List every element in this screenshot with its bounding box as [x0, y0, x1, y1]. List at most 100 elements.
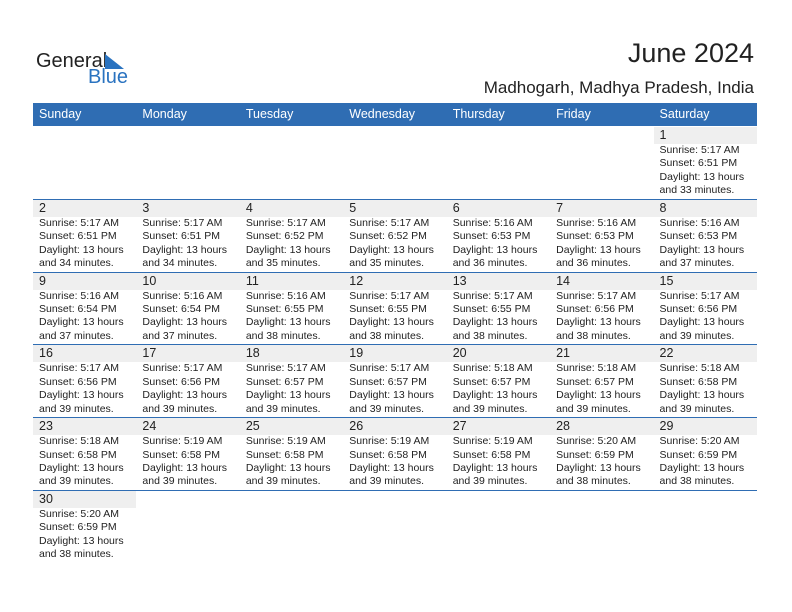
daylight2-text: and 35 minutes. [245, 257, 321, 270]
daylight2-text: and 38 minutes. [39, 548, 114, 561]
daylight1-text: Daylight: 13 hours [142, 243, 228, 256]
calendar-grid: 1 Sunrise: 5:17 AM Sunset: 6:51 PM Daylight… [33, 127, 757, 564]
logo-text-general: General [36, 50, 108, 72]
sunrise-text: Sunrise: 5:16 AM [556, 216, 637, 229]
date-strip [653, 199, 757, 217]
day-number: 20 [452, 346, 467, 361]
day-number: 15 [659, 273, 674, 288]
sunset-text: Sunset: 6:53 PM [659, 230, 738, 243]
sun-info: Sunrise: 5:19 AM Sunset: 6:58 PM Daylight:… [246, 435, 331, 489]
sunrise-text: Sunrise: 5:20 AM [556, 435, 637, 448]
sun-info: Sunrise: 5:17 AM Sunset: 6:51 PM Daylight:… [660, 144, 745, 198]
day-cell: 28 Sunrise: 5:20 AM Sunset: 6:59 PM Dayligh… [550, 418, 654, 490]
day-number: 10 [142, 273, 157, 288]
sun-info: Sunrise: 5:18 AM Sunset: 6:58 PM Daylight:… [660, 362, 745, 416]
sunset-text: Sunset: 6:54 PM [142, 303, 221, 315]
sunset-text: Sunset: 6:58 PM [452, 448, 531, 461]
date-strip [239, 272, 344, 290]
sun-info: Sunrise: 5:20 AM Sunset: 6:59 PM Daylight:… [39, 508, 124, 562]
daylight2-text: and 37 minutes. [142, 329, 218, 342]
daylight2-text: and 39 minutes. [659, 402, 735, 415]
daylight2-text: and 38 minutes. [556, 329, 631, 342]
date-strip [136, 272, 240, 290]
sunrise-text: Sunrise: 5:20 AM [39, 507, 119, 520]
page-title: June 2024 [627, 38, 754, 68]
daylight1-text: Daylight: 13 hours [659, 170, 745, 183]
sunrise-text: Sunrise: 5:16 AM [452, 216, 533, 229]
sunrise-text: Sunrise: 5:17 AM [349, 289, 430, 302]
day-number: 9 [39, 273, 46, 288]
date-strip [653, 272, 757, 290]
location-subtitle: Madhogarh, Madhya Pradesh, India [483, 78, 754, 97]
logo-text-blue: Blue [88, 66, 129, 88]
daylight2-text: and 39 minutes. [349, 402, 424, 415]
sun-info: Sunrise: 5:16 AM Sunset: 6:55 PM Daylight:… [246, 290, 331, 344]
sunrise-text: Sunrise: 5:16 AM [659, 216, 740, 229]
sun-info: Sunrise: 5:20 AM Sunset: 6:59 PM Daylight:… [556, 435, 641, 489]
sun-info: Sunrise: 5:17 AM Sunset: 6:57 PM Daylight:… [246, 362, 331, 416]
day-number: 7 [556, 200, 564, 215]
day-cell: 18 Sunrise: 5:17 AM Sunset: 6:57 PM Dayligh… [239, 345, 344, 417]
date-strip [33, 490, 137, 508]
week-row: 2 Sunrise: 5:17 AM Sunset: 6:51 PM Daylight… [33, 199, 757, 273]
sun-info: Sunrise: 5:16 AM Sunset: 6:53 PM Daylight:… [453, 217, 538, 271]
week-row: 16 Sunrise: 5:17 AM Sunset: 6:56 PM Dayligh… [33, 345, 757, 419]
day-cell: 1 Sunrise: 5:17 AM Sunset: 6:51 PM Daylight… [653, 127, 757, 199]
sun-info: Sunrise: 5:17 AM Sunset: 6:55 PM Daylight:… [453, 290, 538, 344]
sunrise-text: Sunrise: 5:17 AM [39, 216, 119, 229]
day-number: 25 [245, 419, 260, 434]
sunset-text: Sunset: 6:58 PM [349, 448, 427, 461]
sunrise-text: Sunrise: 5:17 AM [349, 216, 430, 229]
week-row: 23 Sunrise: 5:18 AM Sunset: 6:58 PM Dayligh… [33, 418, 757, 491]
sunrise-text: Sunrise: 5:16 AM [39, 289, 119, 302]
daylight2-text: and 39 minutes. [245, 402, 321, 415]
sunrise-text: Sunrise: 5:19 AM [142, 435, 223, 448]
daylight1-text: Daylight: 13 hours [349, 389, 434, 402]
sunset-text: Sunset: 6:57 PM [245, 375, 324, 388]
sunset-text: Sunset: 6:59 PM [556, 448, 634, 461]
daylight1-text: Daylight: 13 hours [245, 243, 331, 256]
daylight1-text: Daylight: 13 hours [142, 462, 228, 474]
daylight2-text: and 39 minutes. [39, 402, 114, 415]
day-number: 26 [349, 419, 364, 434]
sun-info: Sunrise: 5:18 AM Sunset: 6:57 PM Daylight:… [453, 362, 538, 416]
day-number: 17 [142, 346, 157, 361]
sun-info: Sunrise: 5:17 AM Sunset: 6:52 PM Daylight:… [349, 217, 434, 271]
empty-cell [550, 127, 653, 199]
daylight1-text: Daylight: 13 hours [556, 462, 641, 474]
date-strip [653, 127, 757, 144]
sunset-text: Sunset: 6:58 PM [245, 448, 324, 461]
date-strip [446, 345, 551, 363]
week-row: 30 Sunrise: 5:20 AM Sunset: 6:59 PM Dayligh… [33, 490, 757, 564]
sunset-text: Sunset: 6:56 PM [556, 303, 634, 315]
daylight2-text: and 34 minutes. [39, 257, 114, 270]
daylight1-text: Daylight: 13 hours [452, 462, 538, 474]
empty-cell [343, 491, 446, 564]
date-strip [239, 418, 344, 436]
empty-cell [33, 127, 136, 199]
daylight2-text: and 38 minutes. [556, 475, 631, 488]
sun-info: Sunrise: 5:18 AM Sunset: 6:57 PM Daylight:… [556, 362, 641, 416]
day-cell: 15 Sunrise: 5:17 AM Sunset: 6:56 PM Dayligh… [653, 272, 757, 345]
sunrise-text: Sunrise: 5:17 AM [659, 289, 740, 302]
daylight1-text: Daylight: 13 hours [245, 462, 331, 474]
sunrise-text: Sunrise: 5:17 AM [39, 362, 119, 375]
sunrise-text: Sunrise: 5:17 AM [556, 289, 637, 302]
day-number: 14 [556, 273, 571, 288]
sunset-text: Sunset: 6:55 PM [245, 303, 324, 315]
sunrise-text: Sunrise: 5:17 AM [142, 216, 223, 229]
date-strip [550, 272, 654, 290]
day-cell: 6 Sunrise: 5:16 AM Sunset: 6:53 PM Daylight… [446, 199, 551, 272]
sunset-text: Sunset: 6:56 PM [659, 303, 738, 315]
day-cell: 2 Sunrise: 5:17 AM Sunset: 6:51 PM Daylight… [33, 199, 137, 272]
sun-info: Sunrise: 5:17 AM Sunset: 6:57 PM Daylight:… [349, 362, 434, 416]
day-cell: 11 Sunrise: 5:16 AM Sunset: 6:55 PM Dayligh… [239, 272, 344, 345]
day-cell: 10 Sunrise: 5:16 AM Sunset: 6:54 PM Dayligh… [136, 272, 240, 345]
sunset-text: Sunset: 6:59 PM [659, 448, 738, 461]
sun-info: Sunrise: 5:18 AM Sunset: 6:58 PM Daylight:… [39, 435, 124, 489]
weekday-thursday: Thursday [452, 107, 505, 121]
daylight1-text: Daylight: 13 hours [349, 462, 434, 474]
date-strip [239, 199, 344, 217]
sunrise-text: Sunrise: 5:17 AM [245, 216, 326, 229]
